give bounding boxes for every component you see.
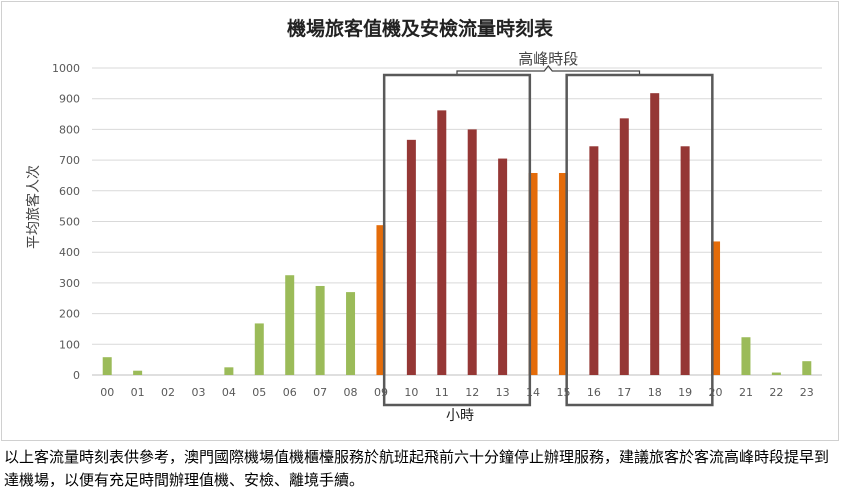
chart-title: 機場旅客值機及安檢流量時刻表 xyxy=(287,17,554,40)
peak-annotation-label: 高峰時段 xyxy=(518,50,578,68)
bar-12 xyxy=(467,129,477,375)
bar-16 xyxy=(589,146,599,375)
x-tick-label: 20 xyxy=(709,386,723,399)
x-tick-label: 21 xyxy=(739,386,753,399)
bar-04 xyxy=(224,367,234,375)
peak-highlight-boxes xyxy=(382,73,714,407)
bar-01 xyxy=(133,370,143,375)
y-tick-label: 0 xyxy=(73,369,80,382)
bar-18 xyxy=(650,93,660,375)
y-tick-label: 200 xyxy=(59,308,80,321)
x-tick-label: 09 xyxy=(374,386,388,399)
bar-09 xyxy=(376,225,386,375)
y-axis-label: 平均旅客人次 xyxy=(25,165,42,249)
bar-19 xyxy=(680,146,690,375)
x-tick-label: 11 xyxy=(435,386,449,399)
bar-13 xyxy=(498,158,508,375)
x-tick-label: 16 xyxy=(587,386,601,399)
x-tick-label: 18 xyxy=(648,386,662,399)
x-tick-label: 05 xyxy=(252,386,266,399)
gridlines: 0 100 200 300 400 500 600 700 800 900 1000 xyxy=(52,62,822,382)
bar-08 xyxy=(346,292,356,375)
peak-box-1 xyxy=(382,73,532,407)
x-tick-label: 00 xyxy=(100,386,114,399)
x-tick-label: 12 xyxy=(465,386,479,399)
x-tick-label: 22 xyxy=(769,386,783,399)
x-tick-label: 06 xyxy=(283,386,297,399)
x-tick-label: 17 xyxy=(617,386,631,399)
bar-11 xyxy=(437,110,447,375)
bar-17 xyxy=(619,118,629,376)
note-text: 以上客流量時刻表供參考，澳門國際機場值機櫃檯服務於航班起飛前六十分鐘停止辦理服務… xyxy=(4,448,830,489)
peak-annotation-bracket xyxy=(456,65,641,74)
y-tick-label: 500 xyxy=(59,216,80,229)
bar-20 xyxy=(711,241,721,375)
x-tick-label: 15 xyxy=(556,386,570,399)
bar-21 xyxy=(741,337,751,375)
bar-00 xyxy=(102,357,112,375)
x-tick-label: 07 xyxy=(313,386,327,399)
bracket-line xyxy=(456,65,641,74)
x-tick-label: 10 xyxy=(404,386,418,399)
x-tick-label: 13 xyxy=(496,386,510,399)
peak-box-2 xyxy=(565,73,714,407)
y-tick-label: 100 xyxy=(59,338,80,351)
x-tick-label: 08 xyxy=(344,386,358,399)
y-tick-label: 1000 xyxy=(52,62,80,75)
x-tick-label: 03 xyxy=(191,386,205,399)
x-tick-label: 02 xyxy=(161,386,175,399)
y-tick-label: 700 xyxy=(59,154,80,167)
y-tick-label: 300 xyxy=(59,277,80,290)
bar-05 xyxy=(254,323,264,375)
x-tick-label: 19 xyxy=(678,386,692,399)
chart-frame: 機場旅客值機及安檢流量時刻表 平均旅客人次 小時 0 100 200 300 400 50… xyxy=(1,1,839,441)
bar-07 xyxy=(315,285,325,375)
x-tick-label: 14 xyxy=(526,386,540,399)
y-tick-label: 600 xyxy=(59,185,80,198)
bar-14 xyxy=(528,172,538,375)
bars xyxy=(102,93,812,376)
y-tick-label: 900 xyxy=(59,93,80,106)
y-tick-label: 400 xyxy=(59,246,80,259)
x-tick-label: 01 xyxy=(131,386,145,399)
x-axis-label: 小時 xyxy=(446,408,474,424)
x-tick-label: 23 xyxy=(800,386,814,399)
bar-23 xyxy=(802,361,812,375)
bar-10 xyxy=(406,139,416,375)
x-tick-labels: 00 01 02 03 04 05 06 07 08 09 10 11 12 13 14 15 16 17 18 19… xyxy=(100,386,814,399)
chart: 機場旅客值機及安檢流量時刻表 平均旅客人次 小時 010020030040050… xyxy=(25,17,822,424)
bar-22 xyxy=(771,372,781,375)
y-tick-label: 800 xyxy=(59,123,80,136)
x-tick-label: 04 xyxy=(222,386,236,399)
bar-06 xyxy=(285,275,295,375)
bar-15 xyxy=(558,172,568,375)
